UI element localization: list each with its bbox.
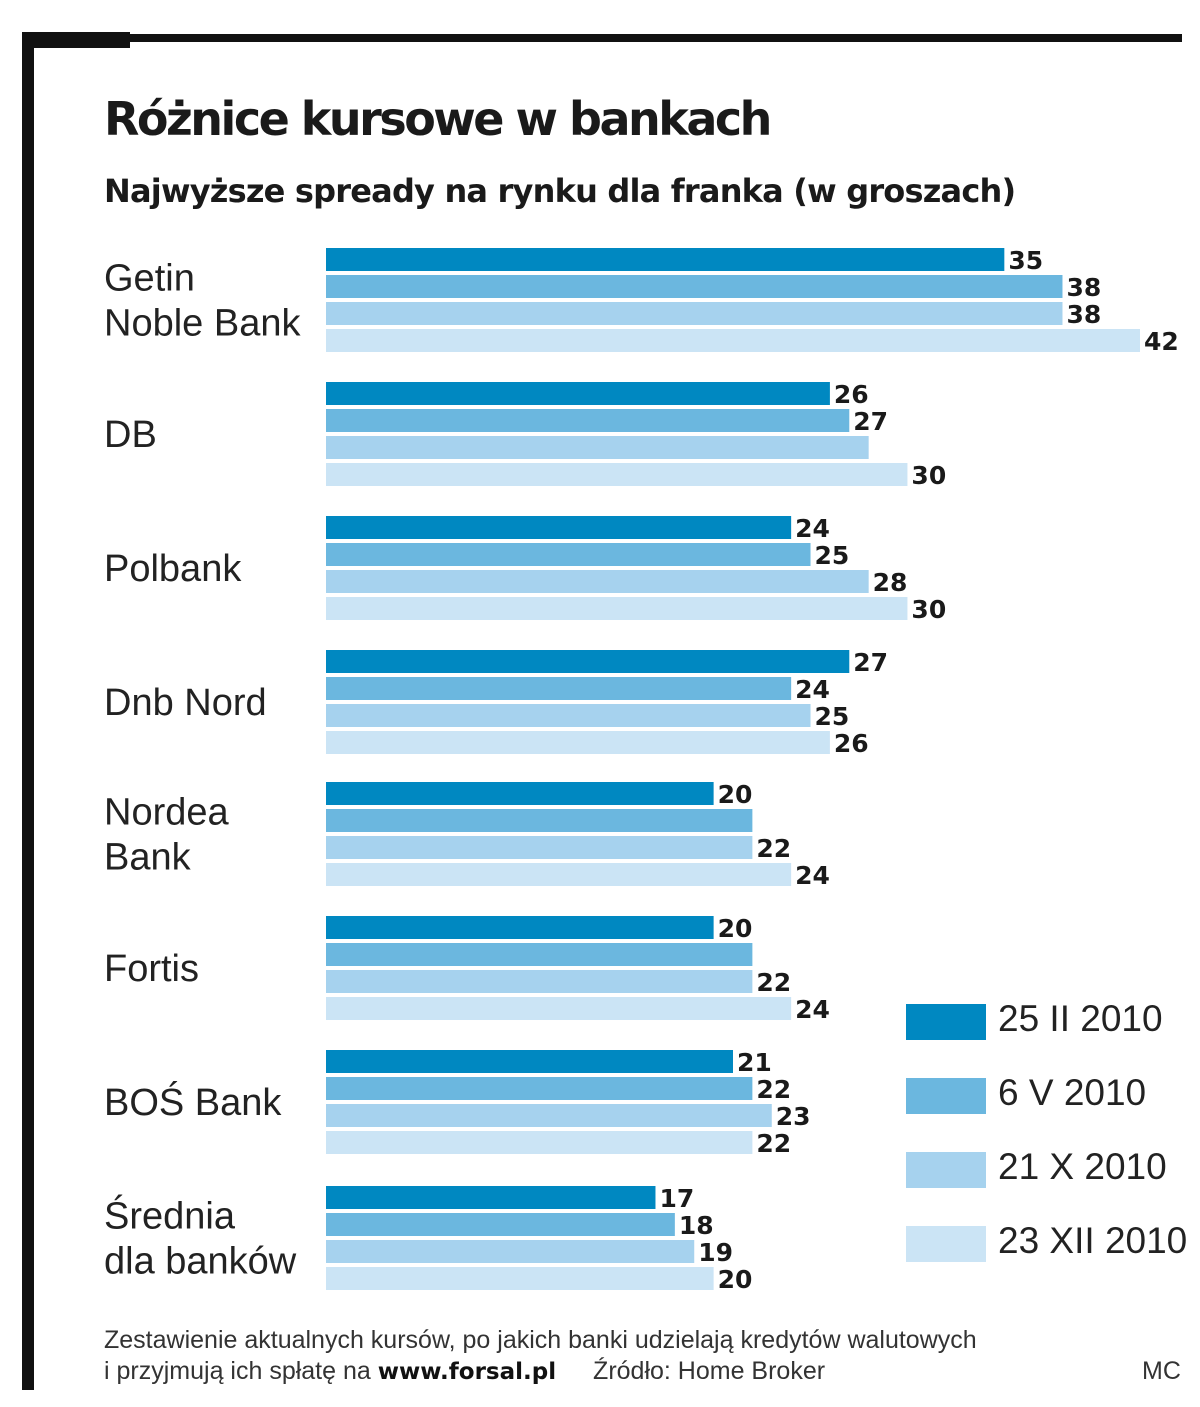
bar-nordea-bank-6-v-2010 [326, 809, 753, 832]
bar-nordea-bank-23-xii-2010 [326, 863, 792, 886]
category-label: Średnia [104, 1193, 236, 1238]
legend-swatch [906, 1078, 986, 1114]
bar-fortis-6-v-2010 [326, 943, 753, 966]
category-label: dla banków [104, 1241, 297, 1283]
chart-title: Różnice kursowe w bankach [104, 92, 772, 146]
value-label: 22 [756, 1075, 791, 1104]
category-label: BOŚ Bank [104, 1079, 282, 1124]
category-label: Getin [104, 258, 195, 300]
chart-subtitle: Najwyższe spready na rynku dla franka (w… [104, 172, 1016, 210]
category-label: DB [104, 414, 157, 456]
value-label: 22 [756, 1129, 791, 1158]
bar-bo-bank-25-ii-2010 [326, 1050, 733, 1073]
legend-label: 23 XII 2010 [998, 1220, 1188, 1261]
bar-getin-noble-bank-23-xii-2010 [326, 329, 1140, 352]
value-label: 42 [1144, 327, 1179, 356]
legend-label: 6 V 2010 [998, 1072, 1147, 1113]
value-label: 20 [718, 1265, 753, 1294]
category-label: Dnb Nord [104, 682, 267, 724]
legend-item-25-ii-2010: 25 II 2010 [906, 996, 1196, 1046]
value-label: 22 [756, 968, 791, 997]
value-label: 23 [776, 1102, 811, 1131]
value-label: 21 [737, 1048, 772, 1077]
frame-top-rule [22, 34, 1182, 42]
value-label: 18 [679, 1211, 714, 1240]
bar-rednia-dla-bank-w-25-ii-2010 [326, 1186, 656, 1209]
value-label: 26 [834, 729, 869, 758]
value-label: 25 [815, 702, 850, 731]
value-label: 22 [756, 834, 791, 863]
bar-dnb-nord-6-v-2010 [326, 677, 792, 700]
footnote-text: i przyjmują ich spłatę na [104, 1357, 371, 1385]
bar-dnb-nord-21-x-2010 [326, 704, 811, 727]
value-label: 38 [1066, 273, 1101, 302]
legend-label: 25 II 2010 [998, 998, 1163, 1039]
value-label: 24 [795, 675, 830, 704]
bar-rednia-dla-bank-w-21-x-2010 [326, 1240, 695, 1263]
frame-left-rule [22, 32, 34, 1390]
legend-item-21-x-2010: 21 X 2010 [906, 1144, 1196, 1194]
value-label: 19 [698, 1238, 733, 1267]
source-note: Źródło: Home Broker [593, 1357, 826, 1385]
footnote-line-2: i przyjmują ich spłatę na www.forsal.pl … [104, 1357, 825, 1386]
bar-getin-noble-bank-21-x-2010 [326, 302, 1063, 325]
value-label: 28 [873, 568, 908, 597]
value-label: 35 [1008, 246, 1043, 275]
legend-swatch [906, 1152, 986, 1188]
bar-polbank-23-xii-2010 [326, 597, 908, 620]
author-credit: MC [1142, 1357, 1181, 1385]
value-label: 20 [718, 780, 753, 809]
legend-label: 21 X 2010 [998, 1146, 1167, 1187]
value-label: 38 [1066, 300, 1101, 329]
bar-polbank-21-x-2010 [326, 570, 869, 593]
bar-bo-bank-6-v-2010 [326, 1077, 753, 1100]
category-label: Noble Bank [104, 303, 301, 345]
bar-dnb-nord-25-ii-2010 [326, 650, 850, 673]
legend-item-23-xii-2010: 23 XII 2010 [906, 1218, 1196, 1268]
category-label: Fortis [104, 948, 199, 990]
legend-swatch [906, 1226, 986, 1262]
bar-getin-noble-bank-25-ii-2010 [326, 248, 1005, 271]
bar-fortis-21-x-2010 [326, 970, 753, 993]
category-label: Polbank [104, 548, 242, 590]
bar-polbank-6-v-2010 [326, 543, 811, 566]
bar-db-25-ii-2010 [326, 382, 830, 405]
bar-db-23-xii-2010 [326, 463, 908, 486]
bar-bo-bank-23-xii-2010 [326, 1131, 753, 1154]
bar-fortis-25-ii-2010 [326, 916, 714, 939]
bar-polbank-25-ii-2010 [326, 516, 792, 539]
legend-item-6-v-2010: 6 V 2010 [906, 1070, 1196, 1120]
website-link[interactable]: www.forsal.pl [377, 1359, 557, 1385]
value-label: 25 [815, 541, 850, 570]
value-label: 24 [795, 995, 830, 1024]
value-label: 24 [795, 514, 830, 543]
value-label: 17 [659, 1184, 694, 1213]
value-label: 27 [853, 648, 888, 677]
bar-db-6-v-2010 [326, 409, 850, 432]
bar-nordea-bank-25-ii-2010 [326, 782, 714, 805]
bar-nordea-bank-21-x-2010 [326, 836, 753, 859]
bar-fortis-23-xii-2010 [326, 997, 792, 1020]
value-label: 24 [795, 861, 830, 890]
bar-db-21-x-2010 [326, 436, 869, 459]
bar-dnb-nord-23-xii-2010 [326, 731, 830, 754]
value-label: 20 [718, 914, 753, 943]
value-label: 26 [834, 380, 869, 409]
category-label: Nordea [104, 792, 229, 834]
value-label: 27 [853, 407, 888, 436]
value-label: 30 [911, 595, 946, 624]
bar-rednia-dla-bank-w-6-v-2010 [326, 1213, 675, 1236]
bar-rednia-dla-bank-w-23-xii-2010 [326, 1267, 714, 1290]
footnote-line-1: Zestawienie aktualnych kursów, po jakich… [104, 1326, 977, 1354]
value-label: 30 [911, 461, 946, 490]
legend-swatch [906, 1004, 986, 1040]
category-label: Bank [104, 837, 192, 879]
bar-getin-noble-bank-6-v-2010 [326, 275, 1063, 298]
bar-bo-bank-21-x-2010 [326, 1104, 772, 1127]
